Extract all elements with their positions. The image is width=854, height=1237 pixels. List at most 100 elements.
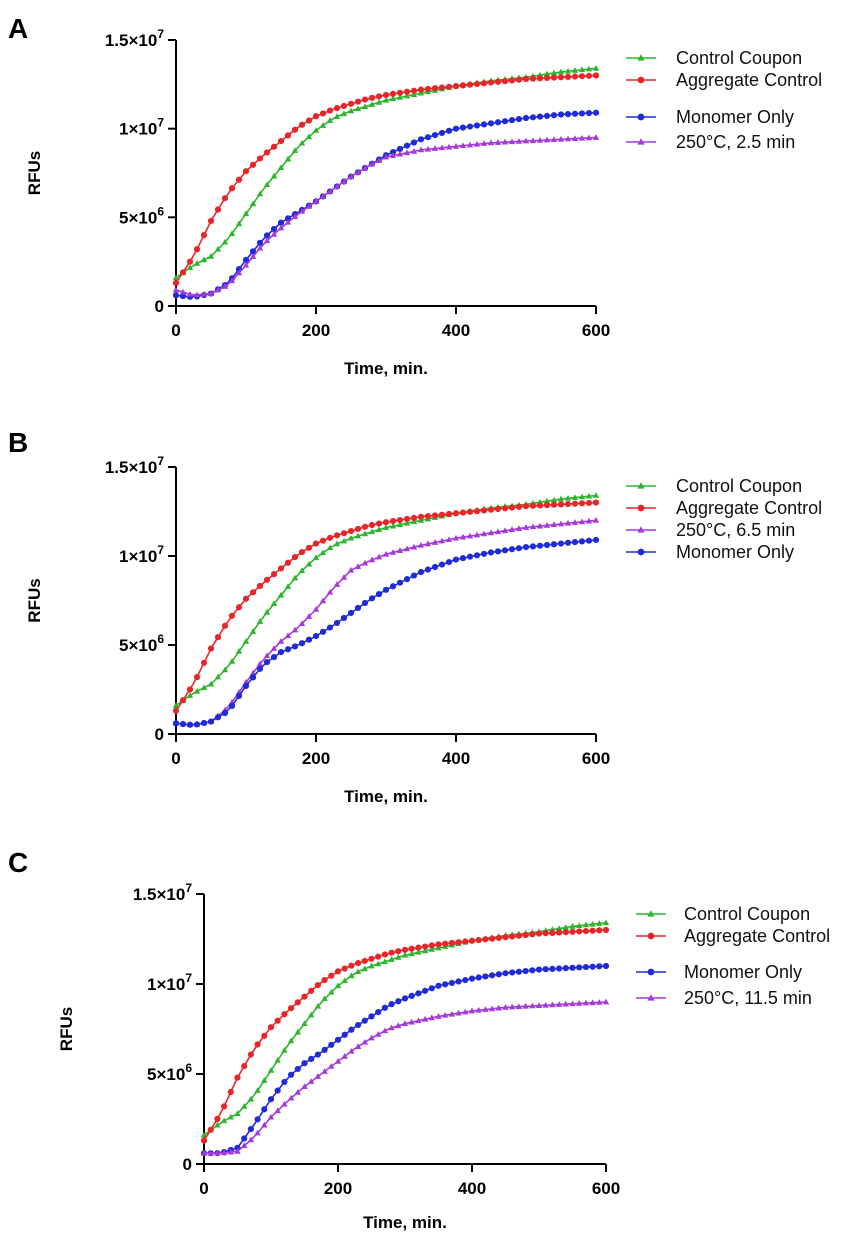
data-point <box>263 608 271 615</box>
data-point <box>186 258 194 265</box>
data-point <box>480 80 488 87</box>
data-point <box>200 1149 208 1156</box>
data-point <box>487 139 495 146</box>
y-tick-exponent: 7 <box>157 27 164 41</box>
data-point <box>578 538 586 545</box>
data-point <box>589 927 596 934</box>
data-point <box>382 96 390 103</box>
data-point <box>354 1043 362 1049</box>
data-point <box>431 512 439 519</box>
data-point <box>242 595 250 602</box>
data-point <box>368 160 376 167</box>
data-point <box>305 560 313 567</box>
data-point <box>261 1106 268 1113</box>
data-point <box>340 574 348 580</box>
data-point <box>435 982 442 989</box>
data-point <box>326 534 334 541</box>
data-point <box>473 508 481 515</box>
data-point <box>263 149 271 156</box>
data-point <box>354 532 362 539</box>
data-point <box>529 1002 536 1009</box>
data-point <box>480 140 488 146</box>
panel-c: C 0 5×106 1×107 1.5×107 0 200 400 600 Time, min. R… <box>8 847 830 1232</box>
series-250-c-11-5-min <box>200 998 610 1156</box>
data-point <box>172 707 180 714</box>
data-point <box>328 1041 335 1048</box>
data-point <box>249 253 257 260</box>
data-point <box>288 1071 295 1078</box>
data-point <box>522 137 530 144</box>
data-point <box>602 998 610 1005</box>
data-point <box>522 544 530 551</box>
data-point <box>314 1051 321 1058</box>
data-point <box>468 975 476 982</box>
data-point <box>410 87 418 94</box>
data-point <box>267 1113 275 1120</box>
data-point <box>277 219 285 226</box>
data-point <box>562 929 569 936</box>
data-point <box>186 686 194 693</box>
x-tick-label: 200 <box>324 1179 352 1198</box>
data-point <box>410 148 418 154</box>
data-point <box>242 261 250 268</box>
data-point <box>321 1068 328 1074</box>
legend-label: Aggregate Control <box>676 498 822 518</box>
data-point <box>473 140 481 147</box>
data-point <box>270 645 278 651</box>
data-point <box>381 951 388 958</box>
data-point <box>287 1094 295 1101</box>
data-point <box>247 1136 255 1143</box>
data-point <box>529 114 537 121</box>
data-point <box>261 1077 268 1083</box>
data-point <box>466 141 474 148</box>
data-point <box>529 543 537 550</box>
data-point <box>298 548 306 556</box>
data-point <box>381 1004 388 1011</box>
legend-marker <box>637 76 645 84</box>
data-point <box>301 1083 308 1089</box>
data-point <box>494 139 502 145</box>
data-point <box>291 147 299 154</box>
data-point <box>261 1121 268 1128</box>
legend-item-aggregate-control: Aggregate Control <box>636 926 830 946</box>
data-point <box>241 1142 248 1148</box>
data-point <box>501 505 509 512</box>
data-point <box>200 1131 208 1138</box>
data-point <box>466 81 474 88</box>
data-point <box>438 561 446 568</box>
data-point <box>508 504 516 511</box>
data-point <box>234 1110 241 1116</box>
data-point <box>557 540 565 547</box>
data-point <box>375 953 382 960</box>
data-point <box>277 649 285 656</box>
legend-marker <box>637 482 645 489</box>
data-point <box>361 1038 368 1045</box>
data-point <box>494 505 502 513</box>
data-point <box>448 979 455 987</box>
data-point <box>249 674 257 681</box>
data-point <box>396 521 404 528</box>
data-point <box>445 83 453 90</box>
data-point <box>263 658 271 666</box>
data-point <box>347 100 355 107</box>
data-point <box>515 545 523 552</box>
data-point <box>298 121 306 128</box>
data-point <box>585 492 593 499</box>
data-point <box>368 556 376 563</box>
y-tick-label: 5×106 <box>147 1061 192 1084</box>
data-point <box>431 85 439 92</box>
data-point <box>582 927 590 935</box>
legend-marker <box>647 994 655 1001</box>
data-point <box>234 1074 241 1081</box>
data-point <box>291 574 299 581</box>
data-point <box>543 136 551 143</box>
data-point <box>347 173 355 179</box>
data-point <box>462 938 469 945</box>
panel-letter: B <box>8 427 28 458</box>
data-point <box>596 963 603 970</box>
data-point <box>207 718 215 725</box>
data-point <box>361 957 368 965</box>
data-point <box>354 968 362 975</box>
data-point <box>333 619 341 627</box>
